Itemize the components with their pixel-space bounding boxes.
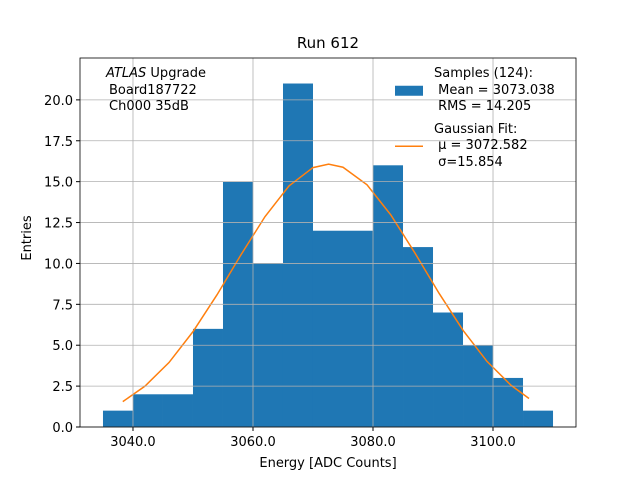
histogram-bar (282, 83, 313, 427)
histogram-bar (312, 230, 344, 427)
plot-frame (79, 57, 577, 428)
histogram-bar (162, 394, 193, 427)
legend-label: Gaussian Fit: μ = 3072.582 σ=15.854 (434, 121, 528, 170)
x-tick-label: 3060.0 (230, 435, 276, 450)
annotation-line: ATLAS (106, 66, 147, 81)
histogram-bar (523, 410, 554, 427)
annotation-line: Ch000 35dB (109, 99, 189, 114)
histogram-bar (433, 312, 464, 427)
annotation: ATLAS Upgrade Board187722 Ch000 35dB (106, 66, 206, 116)
x-tick-label: 3040.0 (110, 435, 156, 450)
y-tick-label: 7.5 (52, 298, 73, 313)
y-axis-label: Entries (20, 215, 35, 261)
histogram-bar (373, 165, 404, 428)
y-tick-label: 17.5 (44, 135, 73, 150)
x-tick-label: 3080.0 (350, 435, 396, 450)
histogram-bar (403, 247, 434, 427)
legend-swatch (395, 85, 423, 96)
legend-label: Samples (124): Mean = 3073.038 RMS = 14.… (434, 66, 555, 114)
annotation-line: Upgrade (150, 66, 207, 81)
fit-line (122, 163, 530, 403)
histogram-bar (343, 230, 374, 427)
histogram-bar (132, 394, 163, 427)
y-tick-label: 10.0 (44, 257, 73, 272)
chart-title: Run 612 (297, 34, 359, 52)
y-tick-label: 12.5 (44, 217, 73, 232)
x-axis-label: Energy [ADC Counts] (259, 456, 396, 471)
annotation-line: Board187722 (109, 82, 197, 98)
y-tick-label: 20.0 (44, 94, 73, 109)
x-tick-label: 3100.0 (470, 435, 516, 450)
y-tick-label: 0.0 (52, 421, 73, 436)
y-tick-label: 2.5 (52, 380, 73, 395)
histogram-bar (192, 328, 223, 427)
y-tick-label: 15.0 (44, 176, 73, 191)
histogram-bar (493, 377, 524, 427)
y-tick-label: 5.0 (52, 339, 73, 354)
histogram-bar (102, 410, 133, 427)
